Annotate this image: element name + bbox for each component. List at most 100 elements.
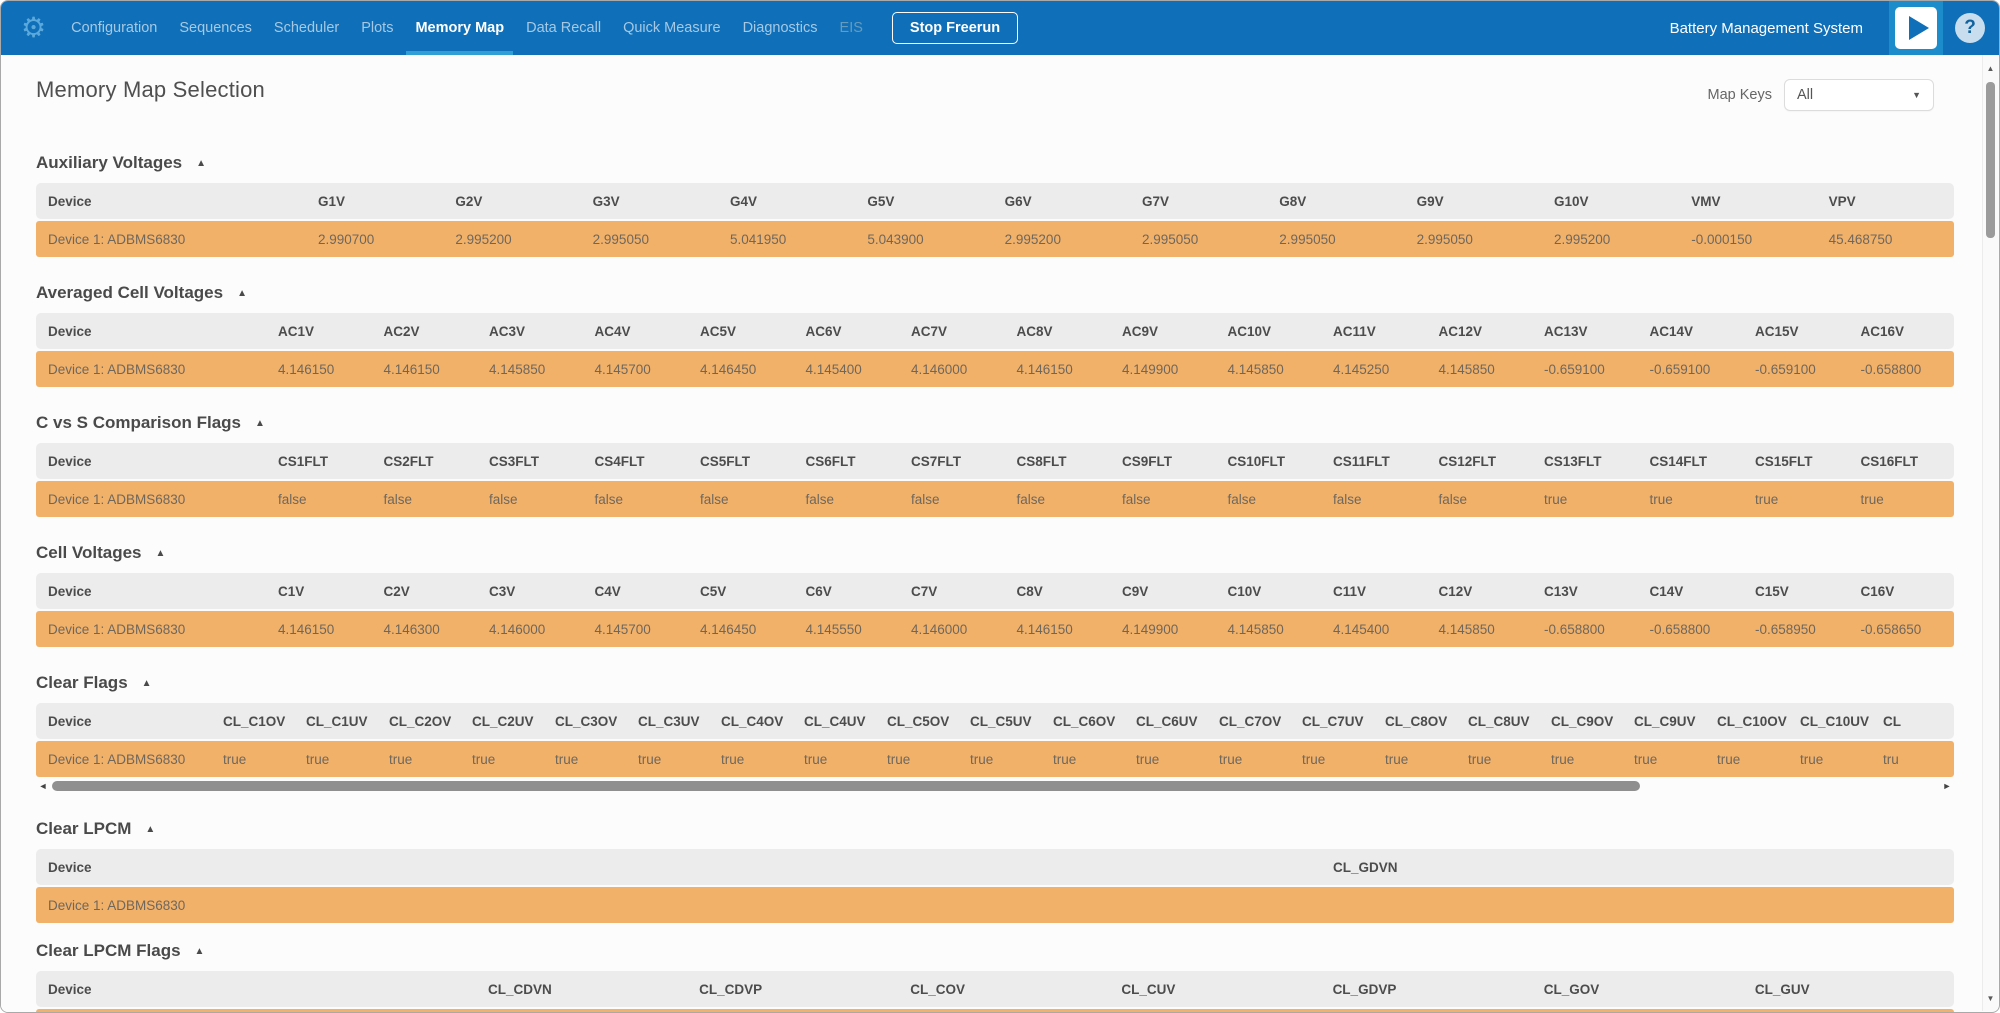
column-header: AC15V (1755, 323, 1799, 339)
column-header: CL_C5UV (970, 713, 1032, 729)
value-cell: true (1544, 491, 1568, 507)
value-cell: 4.146000 (911, 621, 968, 637)
device-name-cell: Device 1: ADBMS6830 (48, 231, 186, 247)
column-header: C11V (1333, 583, 1367, 599)
nav-item-data-recall[interactable]: Data Recall (526, 20, 602, 36)
device-name-cell: Device 1: ADBMS6830 (48, 897, 186, 913)
play-button-background (1895, 7, 1937, 49)
value-cell: -0.658800 (1544, 621, 1605, 637)
value-cell: 4.145850 (1438, 621, 1495, 637)
gear-icon[interactable]: ⚙ (21, 12, 47, 43)
memory-map-sections: Auxiliary Voltages ▲ Device G1V G2V G3V G4V G5V… (36, 151, 1954, 1012)
scroll-right-icon[interactable]: ► (1942, 780, 1952, 791)
column-header: C14V (1649, 583, 1684, 599)
column-header: AC13V (1544, 323, 1588, 339)
value-cell: 2.995200 (455, 231, 512, 247)
column-header: CS4FLT (594, 453, 645, 469)
collapse-icon[interactable]: ▲ (145, 823, 156, 835)
value-cell: 4.145250 (1333, 361, 1390, 377)
nav-item-sequences[interactable]: Sequences (179, 20, 252, 36)
memory-section: Averaged Cell Voltages ▲ Device AC1V AC2V AC3… (36, 281, 1954, 387)
nav-item-configuration[interactable]: Configuration (71, 20, 158, 36)
value-cell: false (1333, 491, 1362, 507)
column-header: AC16V (1860, 323, 1905, 339)
section-header: C vs S Comparison Flags ▲ (36, 411, 1954, 435)
vertical-scrollbar[interactable]: ▲ ▼ (1982, 55, 1998, 1011)
value-cell: true (804, 751, 828, 767)
collapse-icon[interactable]: ▲ (155, 547, 166, 559)
device-data-row[interactable]: Device 1: ADBMS6830 4.146150 4.146300 4.146… (36, 611, 1954, 647)
vertical-scrollbar-thumb[interactable] (1986, 82, 1995, 238)
nav-item-diagnostics[interactable]: Diagnostics (742, 20, 818, 36)
value-cell: 2.995200 (1004, 231, 1061, 247)
column-header: C13V (1544, 583, 1578, 599)
collapse-icon[interactable]: ▲ (237, 287, 247, 299)
value-cell: false (278, 491, 307, 507)
value-cell: true (223, 751, 247, 767)
value-cell: true (1800, 751, 1824, 767)
horizontal-scrollbar-thumb[interactable] (52, 781, 1640, 791)
run-button[interactable] (1889, 1, 1943, 55)
column-header: CL_C7UV (1302, 713, 1364, 729)
column-header: CL_C8OV (1385, 713, 1448, 729)
device-data-row[interactable]: Device 1: ADBMS6830 false false false false f… (36, 481, 1954, 517)
device-data-row[interactable]: Device 1: ADBMS6830 true true true true true t… (36, 741, 1954, 777)
nav-item-memory-map[interactable]: Memory Map (404, 1, 515, 55)
value-cell: 4.145850 (1438, 361, 1495, 377)
column-header: CL_COV (910, 981, 966, 997)
column-header: G2V (455, 193, 483, 209)
value-cell: true (1219, 751, 1243, 767)
column-header: CS12FLT (1438, 453, 1497, 469)
nav-item-eis: EIS (839, 20, 863, 36)
column-header: CL_C2OV (389, 713, 452, 729)
collapse-icon[interactable]: ▲ (196, 157, 207, 169)
collapse-icon[interactable]: ▲ (194, 945, 205, 957)
value-cell: -0.658650 (1860, 621, 1922, 637)
device-data-row[interactable]: Device 1: ADBMS6830 (36, 887, 1954, 923)
value-cell: true (1717, 751, 1741, 767)
nav-item-plots[interactable]: Plots (361, 20, 394, 36)
value-cell: 4.149900 (1122, 361, 1179, 377)
map-keys-dropdown[interactable]: All ▼ (1784, 79, 1934, 111)
scroll-left-icon[interactable]: ◄ (38, 780, 48, 791)
value-cell: true (1551, 751, 1575, 767)
section-title: Clear Flags (36, 673, 128, 692)
table-header-row: Device CS1FLT CS2FLT CS3FLT CS4FLT CS5FLT CS6F… (36, 443, 1954, 479)
stop-freerun-button[interactable]: Stop Freerun (891, 12, 1019, 44)
value-cell: 4.145550 (805, 621, 862, 637)
value-cell: false (805, 491, 835, 507)
column-header: G4V (729, 193, 757, 209)
column-header: CL_C8UV (1468, 713, 1530, 729)
value-cell: 4.146150 (383, 361, 440, 377)
horizontal-scrollbar[interactable]: ◄ ► (36, 779, 1954, 793)
value-cell: -0.659100 (1649, 361, 1711, 377)
column-header-device: Device (48, 583, 92, 599)
data-table: Device G1V G2V G3V G4V G5V G6V G7V G8V G9V G10V VMV… (36, 183, 1954, 257)
value-cell: true (638, 751, 662, 767)
memory-section: Clear LPCM ▲ Device CL_GDVN Device 1: ADBMS6… (36, 817, 1954, 923)
column-header: CS3FLT (489, 453, 539, 469)
value-cell: true (389, 751, 413, 767)
column-header: CS9FLT (1122, 453, 1172, 469)
nav-item-quick-measure[interactable]: Quick Measure (623, 20, 721, 36)
column-header: AC7V (911, 323, 948, 339)
value-cell: false (594, 491, 624, 507)
help-icon[interactable]: ? (1955, 13, 1985, 43)
collapse-icon[interactable]: ▲ (141, 677, 152, 689)
device-data-row[interactable]: Device 1: ADBMS6830 (36, 1009, 1954, 1012)
nav-item-scheduler[interactable]: Scheduler (273, 20, 340, 36)
column-header: AC11V (1333, 323, 1376, 339)
scroll-down-icon[interactable]: ▼ (1986, 994, 1995, 1003)
column-header: G5V (867, 193, 895, 209)
device-data-row[interactable]: Device 1: ADBMS6830 2.990700 2.995200 2.995… (36, 221, 1954, 257)
collapse-icon[interactable]: ▲ (255, 417, 265, 429)
horizontal-scrollbar-track[interactable] (50, 781, 1940, 791)
scroll-up-icon[interactable]: ▲ (1986, 64, 1995, 73)
value-cell: true (1860, 491, 1884, 507)
value-cell: 2.995200 (1553, 231, 1611, 247)
column-header: CS5FLT (700, 453, 750, 469)
column-header: AC5V (700, 323, 737, 339)
column-header: G3V (592, 193, 620, 209)
device-data-row[interactable]: Device 1: ADBMS6830 4.146150 4.146150 4.145… (36, 351, 1954, 387)
column-header: CS1FLT (278, 453, 328, 469)
